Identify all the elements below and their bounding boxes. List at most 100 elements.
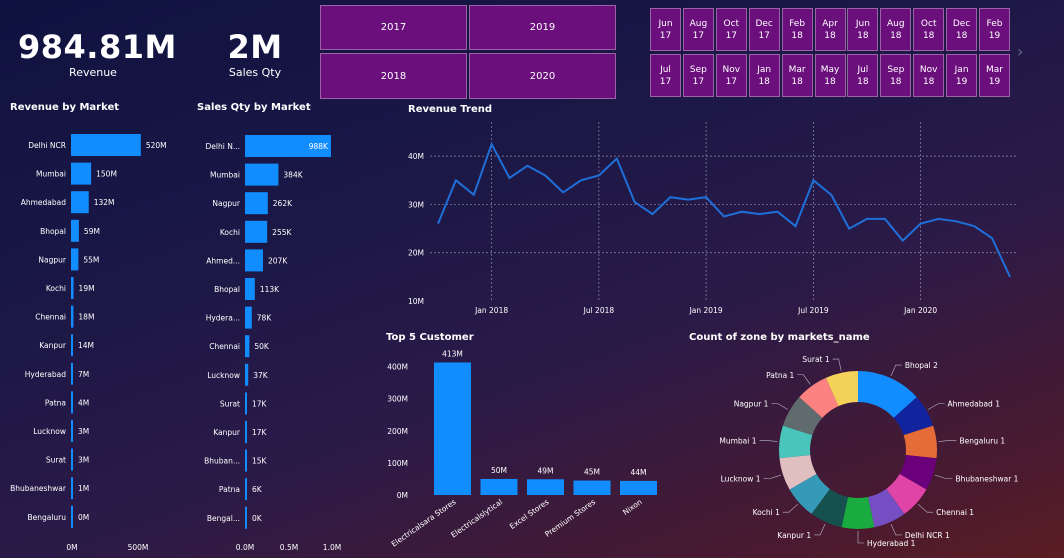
- market-label: Lucknow: [33, 427, 66, 436]
- month-name: Dec: [755, 18, 773, 29]
- donut-slice: [886, 474, 927, 514]
- bar-value-label: 6K: [252, 485, 263, 494]
- bar-value-label: 17K: [252, 399, 268, 408]
- month-button[interactable]: Jan 19: [946, 54, 978, 97]
- market-bar: [71, 448, 73, 471]
- month-button[interactable]: Jan 18: [748, 54, 780, 97]
- chevron-right-icon[interactable]: ›: [1017, 42, 1024, 61]
- donut-slice: [867, 488, 905, 528]
- customer-bar: [527, 479, 564, 495]
- month-name: Sep: [689, 64, 707, 75]
- month-name: Jul: [857, 64, 869, 75]
- month-name: Oct: [920, 18, 937, 29]
- market-bar: [71, 162, 92, 185]
- month-button-label: Dec 18: [953, 18, 970, 42]
- month-button[interactable]: Nov 18: [913, 54, 945, 97]
- month-button-label: Nov 18: [920, 64, 938, 88]
- month-button[interactable]: Sep 18: [880, 54, 912, 97]
- market-bar: [245, 449, 247, 472]
- month-button[interactable]: Nov 17: [715, 54, 747, 97]
- month-button[interactable]: Mar 18: [781, 54, 813, 97]
- bar-value-label: 19M: [79, 284, 95, 293]
- month-name: Feb: [986, 18, 1003, 29]
- revenue-trend-line: [437, 141, 1011, 278]
- month-year: 17: [692, 30, 705, 41]
- bar-value-label: 37K: [253, 371, 269, 380]
- revenue-trend-chart: 10M 20M 30M 40M Jan 2018 Jul 2018 Jan 2019 Jul …: [408, 122, 1018, 315]
- month-button[interactable]: Aug 18: [880, 8, 912, 51]
- month-name: Aug: [689, 18, 708, 29]
- bar-value-label: 255K: [272, 228, 292, 237]
- x-tick-label: Jan 2020: [903, 306, 937, 315]
- month-button[interactable]: Jul 18: [847, 54, 879, 97]
- x-category-label: Nixon: [621, 497, 644, 517]
- x-category-label: Premium Stores: [543, 497, 597, 539]
- month-button[interactable]: Jun 17: [650, 8, 681, 51]
- bar-value-label: 50K: [254, 342, 270, 351]
- leader-line: [927, 403, 945, 410]
- y-tick-label: 200M: [387, 427, 408, 436]
- y-tick-label: 300M: [387, 395, 408, 404]
- leader-line: [763, 474, 782, 480]
- year-button-2020[interactable]: 2020: [469, 53, 616, 99]
- market-bar: [71, 362, 73, 385]
- month-button[interactable]: Jul 17: [650, 54, 681, 97]
- month-button[interactable]: Oct 17: [715, 8, 747, 51]
- market-bar: [245, 163, 279, 186]
- month-button[interactable]: Mar 19: [979, 54, 1010, 97]
- customer-bar: [434, 362, 471, 495]
- month-year: 18: [824, 76, 836, 87]
- month-button[interactable]: Dec 17: [748, 8, 780, 51]
- month-year: 18: [955, 30, 968, 41]
- month-button[interactable]: Oct 18: [913, 8, 945, 51]
- donut-slice: [825, 371, 858, 407]
- month-button-label: Apr 18: [822, 18, 838, 42]
- market-label: Hydera...: [206, 314, 240, 323]
- year-button-2017[interactable]: 2017: [320, 5, 467, 50]
- month-name: Mar: [788, 64, 806, 75]
- bar-value-label: 150M: [96, 170, 117, 179]
- bar-value-label: 59M: [84, 227, 100, 236]
- zone-donut-chart: Bhopal 2 Ahmedabad 1 Bengaluru 1 Bhubaneshw…: [719, 355, 1018, 548]
- bar-value-label: 14M: [78, 341, 94, 350]
- bar-value-label: 78K: [257, 314, 273, 323]
- year-button-2018[interactable]: 2018: [320, 53, 467, 99]
- y-tick-label: 40M: [408, 152, 424, 161]
- market-bar: [245, 335, 250, 358]
- x-category-label: Electricalsara Stores: [390, 497, 458, 548]
- market-bar: [245, 363, 249, 386]
- month-button-label: Oct 17: [724, 18, 740, 42]
- month-button-label: Jul 18: [857, 64, 868, 88]
- month-button[interactable]: Apr 18: [814, 8, 846, 51]
- month-button[interactable]: Aug 17: [682, 8, 714, 51]
- month-button[interactable]: May 18: [814, 54, 846, 97]
- month-button[interactable]: Jun 18: [847, 8, 879, 51]
- sales-qty-value: 2M: [227, 28, 283, 66]
- month-name: Jul: [660, 64, 671, 75]
- month-button-label: Aug 18: [887, 18, 905, 42]
- month-year: 19: [988, 30, 1001, 41]
- donut-slice: [811, 488, 849, 528]
- month-button[interactable]: Feb 18: [781, 8, 813, 51]
- bar-value-label: 50M: [491, 466, 507, 475]
- month-button[interactable]: Feb 19: [979, 8, 1010, 51]
- market-bar: [245, 220, 268, 243]
- year-button-2019[interactable]: 2019: [469, 5, 616, 50]
- year-slicer: 2017 2019 2018 2020: [320, 5, 616, 99]
- month-year: 18: [922, 76, 935, 87]
- month-button-label: Jan 18: [757, 64, 771, 88]
- month-button[interactable]: Dec 18: [946, 8, 978, 51]
- market-label: Bhopal: [40, 227, 66, 236]
- month-name: Mar: [986, 64, 1003, 75]
- customer-bar: [620, 480, 657, 495]
- month-button[interactable]: Sep 17: [682, 54, 714, 97]
- market-bar: [245, 478, 247, 501]
- month-name: Jun: [855, 18, 870, 29]
- market-bar: [71, 191, 89, 214]
- donut-slice: [893, 397, 934, 436]
- bar-value-label: 132M: [94, 198, 115, 207]
- market-label: Patna: [219, 485, 240, 494]
- top-5-customer-title: Top 5 Customer: [386, 332, 474, 343]
- y-tick-label: 0M: [397, 491, 408, 500]
- leader-line: [782, 503, 799, 513]
